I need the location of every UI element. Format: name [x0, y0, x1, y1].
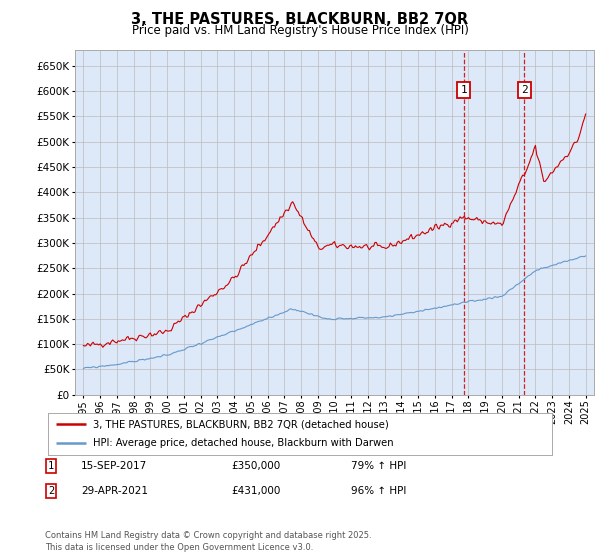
Text: 29-APR-2021: 29-APR-2021: [81, 486, 148, 496]
Text: 15-SEP-2017: 15-SEP-2017: [81, 461, 147, 471]
Text: 3, THE PASTURES, BLACKBURN, BB2 7QR: 3, THE PASTURES, BLACKBURN, BB2 7QR: [131, 12, 469, 27]
Text: 96% ↑ HPI: 96% ↑ HPI: [351, 486, 406, 496]
Text: £431,000: £431,000: [231, 486, 280, 496]
Text: 1: 1: [460, 85, 467, 95]
Text: 3, THE PASTURES, BLACKBURN, BB2 7QR (detached house): 3, THE PASTURES, BLACKBURN, BB2 7QR (det…: [94, 419, 389, 429]
Text: 2: 2: [48, 486, 54, 496]
Text: Contains HM Land Registry data © Crown copyright and database right 2025.
This d: Contains HM Land Registry data © Crown c…: [45, 531, 371, 552]
Text: 2: 2: [521, 85, 527, 95]
Text: 79% ↑ HPI: 79% ↑ HPI: [351, 461, 406, 471]
Text: 1: 1: [48, 461, 54, 471]
Text: £350,000: £350,000: [231, 461, 280, 471]
Text: HPI: Average price, detached house, Blackburn with Darwen: HPI: Average price, detached house, Blac…: [94, 438, 394, 449]
Text: Price paid vs. HM Land Registry's House Price Index (HPI): Price paid vs. HM Land Registry's House …: [131, 24, 469, 37]
